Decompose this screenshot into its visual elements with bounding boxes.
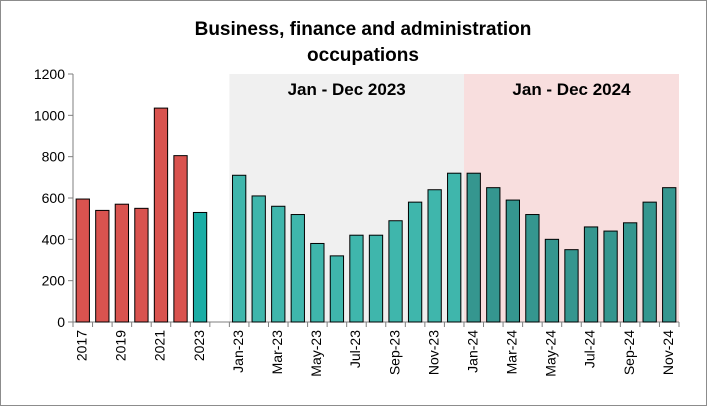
bar-Apr-24 [525,214,540,323]
y-tick-label: 600 [42,190,66,206]
x-tick-label: May-23 [308,330,324,377]
y-tick-label: 0 [57,314,65,330]
x-tick-label: Sep-23 [386,330,402,375]
bar-Mar-24 [505,199,520,323]
x-tick-label: Nov-23 [425,330,441,375]
x-tick-label-layer: 2017 2019 2021 2023 Jan-23 Mar-23 May-23 Jul-23… [73,330,675,377]
bar-May-24 [544,238,560,323]
bar-Nov-23 [427,189,442,323]
bar-Oct-24 [642,201,657,323]
bar-Jan-24 [466,172,481,323]
y-tick-label: 1000 [34,107,65,123]
bar-layer [75,107,677,323]
bar-2018 [95,209,110,323]
period-label-1: Jan - Dec 2023 [288,80,406,99]
y-tick-label: 1200 [34,66,65,82]
bar-Aug-24 [603,230,618,323]
y-tick-label: 400 [42,231,66,247]
bar-2022 [173,155,188,323]
bar-Jul-23 [349,234,364,323]
shaded-period-1 [229,74,464,322]
x-tick-label: 2019 [113,330,129,361]
bar-Oct-23 [407,201,423,323]
bar-2017 [75,198,90,323]
y-tick-label: 800 [42,149,66,165]
bar-Feb-24 [486,187,501,323]
bar-Feb-23 [251,195,266,323]
shaded-period-layer [229,74,679,322]
x-tick-label: Nov-24 [660,330,676,375]
x-tick-label: 2023 [191,330,207,361]
bar-Jun-23 [329,255,345,323]
bar-2019 [114,203,130,323]
x-tick-label: Mar-24 [504,330,520,375]
bar-Nov-24 [662,187,677,323]
x-tick-label: Jul-23 [347,330,363,368]
bar-Sep-23 [388,220,403,323]
bar-Jul-24 [583,226,599,323]
bar-Apr-23 [290,214,305,323]
bar-2021 [153,107,169,323]
bar-2020 [134,207,149,323]
x-tick-label: 2021 [152,330,168,361]
x-tick-label: 2017 [73,330,89,361]
y-tick-label: 200 [42,273,66,289]
bar-Aug-23 [368,234,384,323]
x-tick-label: Mar-23 [269,330,285,375]
chart-title-line-1: Business, finance and administration [195,19,532,40]
bar-Jan-23 [232,174,247,323]
bar-2023 [192,211,208,323]
x-tick-label: Sep-24 [621,330,637,375]
period-label-2: Jan - Dec 2024 [512,80,631,99]
bar-Jun-24 [564,249,579,323]
x-tick-label: Jul-24 [582,330,598,368]
x-tick-label: Jan-24 [464,330,480,373]
bar-Dec-23 [447,172,462,323]
bar-Mar-23 [271,205,286,323]
period-label-layer: Jan - Dec 2023 Jan - Dec 2024 [288,80,631,99]
x-tick-label: Jan-23 [230,330,246,373]
x-tick-label: May-24 [543,330,559,377]
bar-Sep-24 [622,222,638,323]
bar-May-23 [310,242,325,323]
chart-title-line-2: occupations [307,45,419,66]
